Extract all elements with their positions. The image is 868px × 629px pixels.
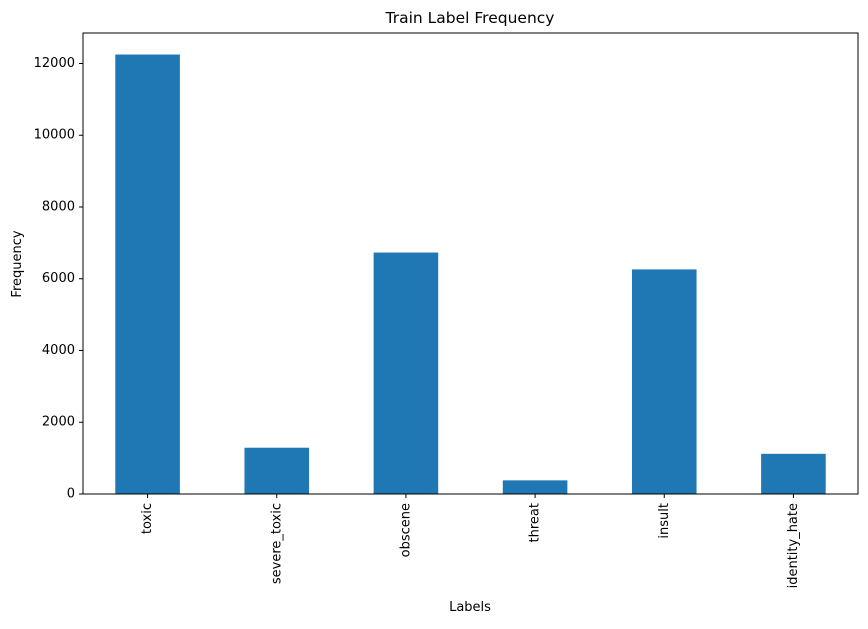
y-tick-label: 12000 <box>34 56 75 71</box>
y-tick-label: 10000 <box>34 128 75 143</box>
y-tick-label: 0 <box>67 487 75 502</box>
bar-threat <box>502 480 568 494</box>
x-axis-label: Labels <box>449 600 491 615</box>
x-tick-label: identity_hate <box>786 503 801 588</box>
y-tick-label: 6000 <box>42 271 75 286</box>
x-tick-label: obscene <box>398 503 413 557</box>
bars-group <box>115 54 826 494</box>
chart-title: Train Label Frequency <box>385 9 555 27</box>
x-tick-label: severe_toxic <box>269 503 284 584</box>
y-tick-label: 2000 <box>42 415 75 430</box>
bar-severe-toxic <box>244 447 310 494</box>
x-tick-label: toxic <box>140 503 155 534</box>
x-tick-label: threat <box>528 503 543 542</box>
bar-insult <box>631 269 697 494</box>
bar-toxic <box>115 54 180 494</box>
plot-area-frame <box>82 32 859 495</box>
bar-obscene <box>373 252 439 494</box>
y-tick-label: 8000 <box>42 199 75 214</box>
y-axis: 0 2000 4000 6000 8000 10000 12000 <box>34 56 83 502</box>
bar-identity-hate <box>761 453 826 494</box>
x-tick-label: insult <box>657 503 672 539</box>
y-axis-label: Frequency <box>10 230 25 297</box>
x-axis: toxic severe_toxic obscene threat insult iden… <box>140 494 801 588</box>
y-tick-label: 4000 <box>42 343 75 358</box>
